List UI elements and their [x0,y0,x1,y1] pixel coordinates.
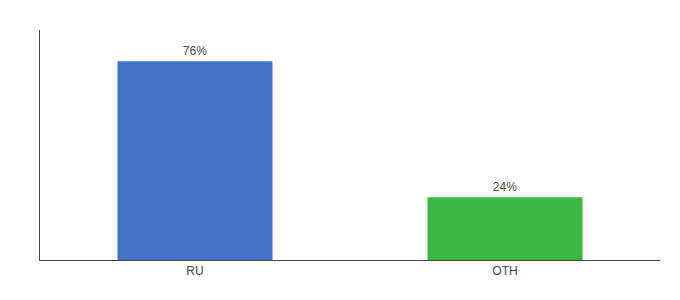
svg-text:76%: 76% [183,44,207,58]
svg-text:OTH: OTH [492,264,517,278]
svg-text:RU: RU [186,264,203,278]
svg-text:24%: 24% [493,180,517,194]
